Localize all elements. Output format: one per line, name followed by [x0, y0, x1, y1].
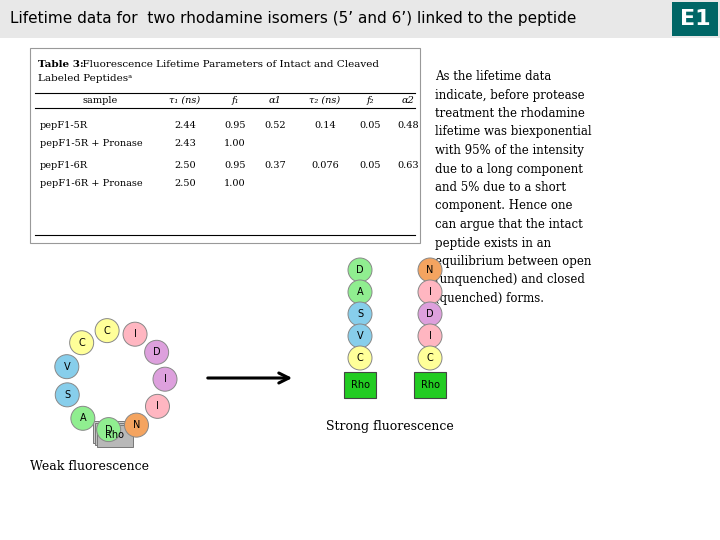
Text: C: C: [427, 353, 433, 363]
Circle shape: [145, 394, 169, 418]
Text: Table 3:: Table 3:: [38, 60, 84, 69]
Text: pepF1-6R + Pronase: pepF1-6R + Pronase: [40, 179, 143, 187]
Text: 0.95: 0.95: [224, 122, 246, 131]
Text: 1.00: 1.00: [224, 139, 246, 148]
Text: 0.05: 0.05: [359, 160, 381, 170]
Text: 0.14: 0.14: [314, 122, 336, 131]
Text: 2.50: 2.50: [174, 160, 196, 170]
Text: α1: α1: [269, 96, 282, 105]
Text: Weak fluorescence: Weak fluorescence: [30, 460, 149, 473]
Circle shape: [123, 322, 147, 346]
Text: Strong fluorescence: Strong fluorescence: [326, 420, 454, 433]
Text: α2: α2: [402, 96, 415, 105]
Text: S: S: [64, 390, 71, 400]
Text: D: D: [153, 347, 161, 357]
Circle shape: [96, 417, 121, 442]
Text: 0.48: 0.48: [397, 122, 419, 131]
Text: As the lifetime data
indicate, before protease
treatment the rhodamine
lifetime : As the lifetime data indicate, before pr…: [435, 70, 592, 305]
Text: pepF1-5R: pepF1-5R: [40, 122, 88, 131]
Text: S: S: [357, 309, 363, 319]
Circle shape: [348, 302, 372, 326]
Circle shape: [125, 413, 148, 437]
Text: C: C: [104, 326, 110, 336]
Text: 0.37: 0.37: [264, 160, 286, 170]
Text: 2.44: 2.44: [174, 122, 196, 131]
Text: D: D: [426, 309, 434, 319]
Circle shape: [418, 258, 442, 282]
Text: A: A: [356, 287, 364, 297]
Bar: [30, 48, 420, 243]
Text: C: C: [356, 353, 364, 363]
Circle shape: [348, 324, 372, 348]
Text: I: I: [163, 374, 166, 384]
Text: I: I: [134, 329, 137, 339]
Bar: [97, 425, 133, 447]
Bar: [95, 423, 131, 445]
Circle shape: [348, 346, 372, 370]
Circle shape: [348, 258, 372, 282]
Text: f₁: f₁: [231, 96, 239, 105]
Circle shape: [55, 355, 78, 379]
Text: pepF1-6R: pepF1-6R: [40, 160, 88, 170]
Bar: [93, 421, 129, 443]
Text: D: D: [356, 265, 364, 275]
Circle shape: [153, 367, 177, 391]
Circle shape: [95, 319, 119, 342]
Circle shape: [418, 280, 442, 304]
Text: 0.076: 0.076: [311, 160, 339, 170]
Text: Rho: Rho: [420, 380, 439, 390]
Text: Rho: Rho: [106, 430, 125, 440]
Bar: [414, 372, 446, 398]
Text: Fluorescence Lifetime Parameters of Intact and Cleaved: Fluorescence Lifetime Parameters of Inta…: [76, 60, 379, 69]
Text: 0.95: 0.95: [224, 160, 246, 170]
Circle shape: [70, 330, 94, 355]
Text: V: V: [63, 362, 70, 372]
Circle shape: [348, 280, 372, 304]
Text: Rho: Rho: [351, 380, 369, 390]
Text: Lifetime data for  two rhodamine isomers (5’ and 6’) linked to the peptide: Lifetime data for two rhodamine isomers …: [10, 11, 577, 26]
Text: I: I: [156, 401, 159, 411]
Text: N: N: [132, 420, 140, 430]
Text: A: A: [79, 413, 86, 423]
Text: Labeled Peptidesᵃ: Labeled Peptidesᵃ: [38, 74, 132, 83]
Circle shape: [55, 383, 79, 407]
Circle shape: [418, 302, 442, 326]
Bar: [344, 372, 376, 398]
Text: sample: sample: [82, 96, 117, 105]
Text: N: N: [426, 265, 433, 275]
Circle shape: [145, 340, 168, 364]
Text: 0.52: 0.52: [264, 122, 286, 131]
Text: C: C: [78, 338, 85, 348]
Text: τ₁ (ns): τ₁ (ns): [169, 96, 201, 105]
Bar: [672, 2, 718, 36]
Text: D: D: [105, 424, 112, 435]
Circle shape: [418, 324, 442, 348]
Text: V: V: [356, 331, 364, 341]
Text: 0.05: 0.05: [359, 122, 381, 131]
Text: I: I: [428, 331, 431, 341]
Bar: [0, 0, 720, 38]
Text: pepF1-5R + Pronase: pepF1-5R + Pronase: [40, 139, 143, 148]
Text: 1.00: 1.00: [224, 179, 246, 187]
Text: E1: E1: [680, 9, 711, 29]
Text: 2.43: 2.43: [174, 139, 196, 148]
Text: τ₂ (ns): τ₂ (ns): [310, 96, 341, 105]
Text: f₂: f₂: [366, 96, 374, 105]
Text: 2.50: 2.50: [174, 179, 196, 187]
Circle shape: [418, 346, 442, 370]
Text: I: I: [428, 287, 431, 297]
Text: 0.63: 0.63: [397, 160, 419, 170]
Circle shape: [71, 406, 95, 430]
